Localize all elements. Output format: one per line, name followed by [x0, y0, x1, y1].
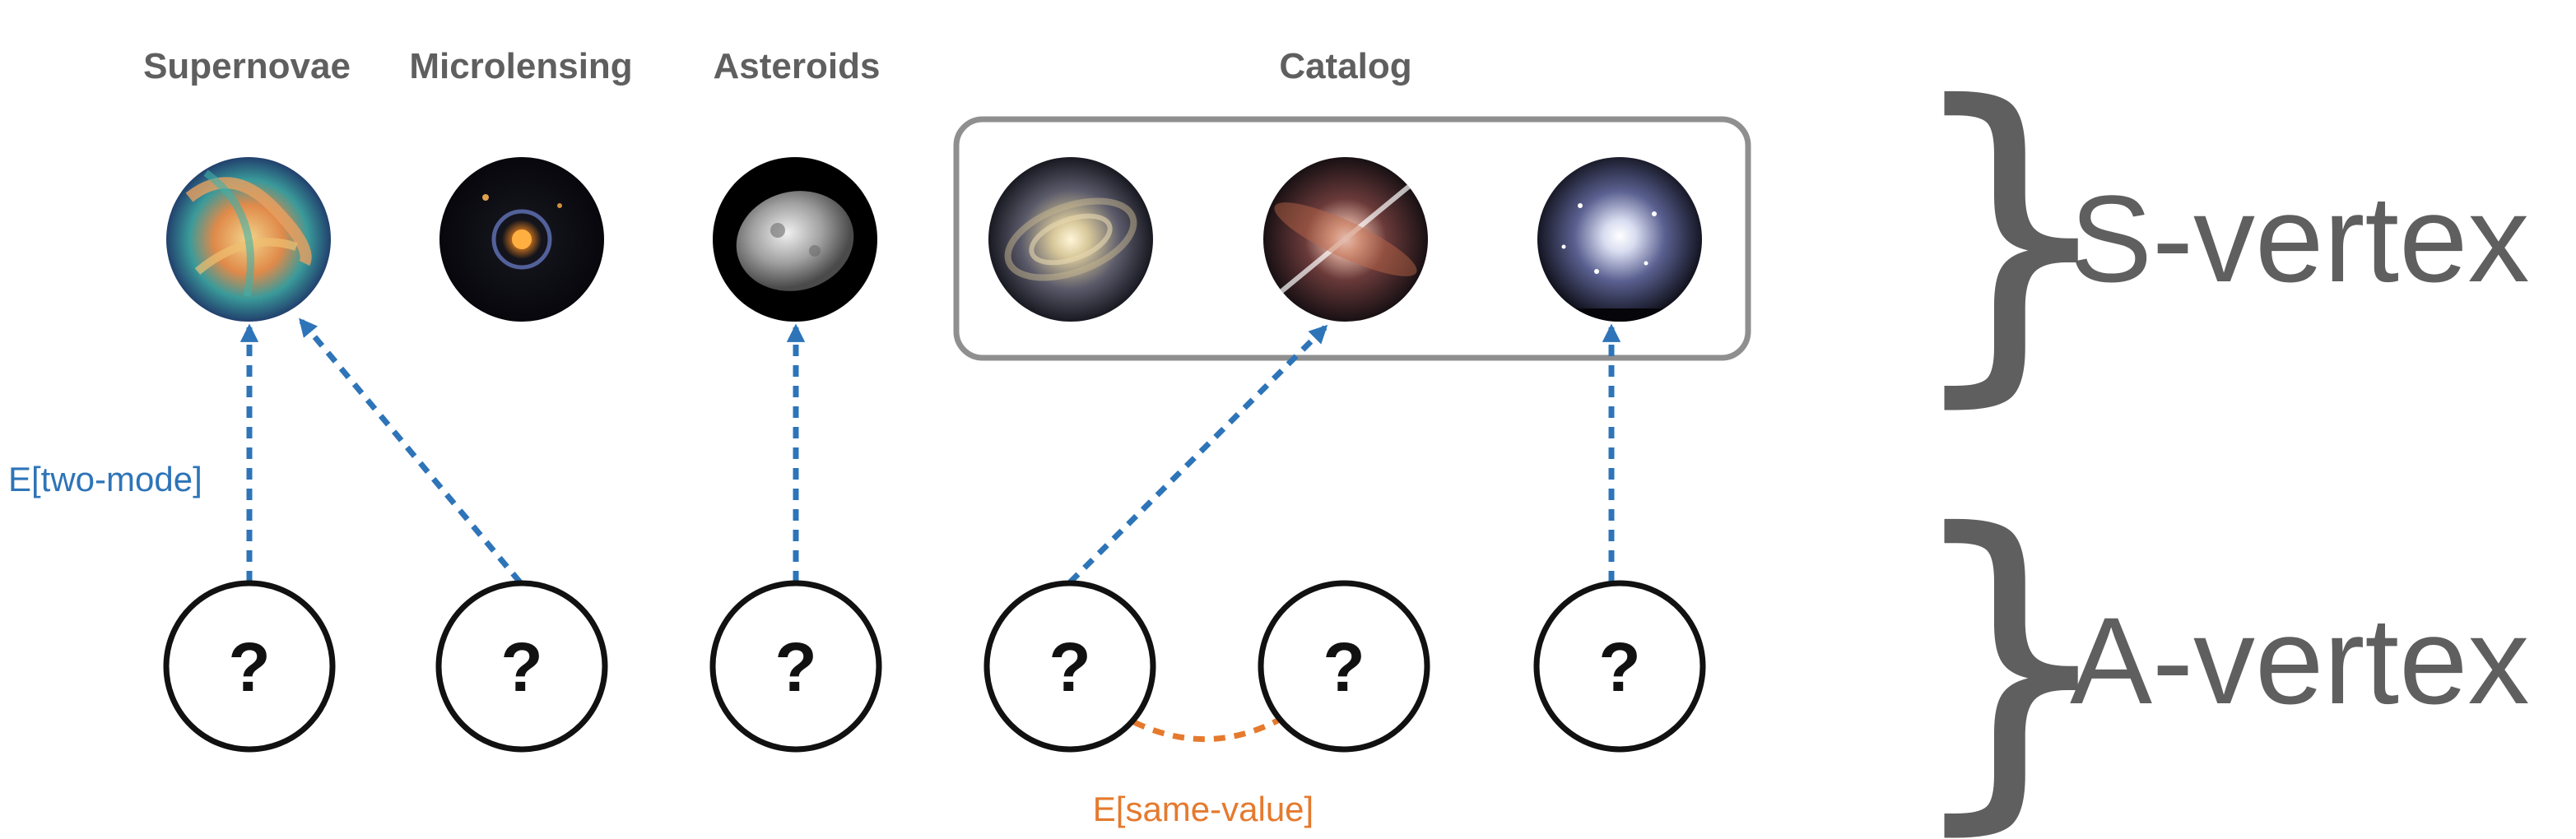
category-label-asteroids: Asteroids — [714, 46, 881, 86]
s-vertex-globular-cluster — [1537, 157, 1702, 322]
category-label-microlensing: Microlensing — [409, 46, 632, 86]
a-vertex-1: ? — [163, 580, 336, 753]
a-vertex-4: ? — [983, 580, 1156, 753]
edge-label-same-value: E[same-value] — [1093, 790, 1314, 828]
a-vertex-unknown-4: ? — [1049, 628, 1090, 706]
s-vertex-einstein-ring — [439, 157, 604, 322]
s-vertex-spiral-galaxy — [988, 157, 1153, 322]
a-vertex-3: ? — [709, 580, 882, 753]
edge-two-mode-2 — [299, 318, 523, 585]
edge-two-mode-4 — [1067, 324, 1328, 585]
level-label-a-vertex: A-vertex — [2070, 591, 2529, 730]
a-vertex-unknown-1: ? — [228, 628, 270, 706]
s-vertex-galaxy-jet — [1263, 157, 1428, 322]
catalog-group-box — [953, 116, 1751, 361]
edge-label-two-mode: E[two-mode] — [8, 460, 202, 498]
brace-s-vertex: } — [1901, 34, 2121, 436]
s-vertex-crab-nebula — [166, 157, 331, 322]
a-vertex-unknown-5: ? — [1323, 628, 1365, 706]
category-label-supernovae: Supernovae — [143, 46, 351, 86]
a-vertex-2: ? — [435, 580, 608, 753]
edge-same-value — [1132, 714, 1286, 743]
a-vertex-unknown-6: ? — [1598, 628, 1640, 706]
two-mode-edges — [239, 318, 1621, 585]
a-vertex-6: ? — [1533, 580, 1706, 753]
a-vertex-5: ? — [1258, 580, 1430, 753]
level-label-s-vertex: S-vertex — [2070, 169, 2529, 308]
a-vertex-unknown-2: ? — [500, 628, 542, 706]
s-vertex-asteroid — [713, 157, 877, 322]
category-label-catalog: Catalog — [1279, 46, 1411, 86]
a-vertex-unknown-3: ? — [774, 628, 816, 706]
brace-a-vertex: } — [1901, 461, 2121, 839]
